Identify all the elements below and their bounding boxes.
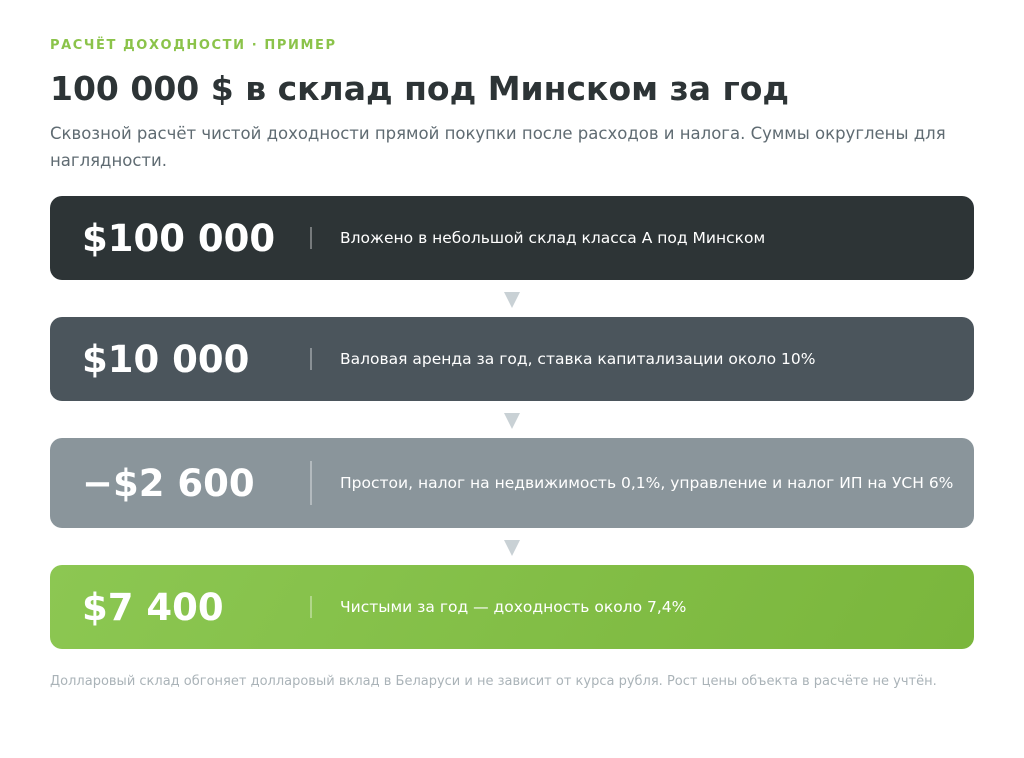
eyebrow: РАСЧЁТ ДОХОДНОСТИ · ПРИМЕР [50,38,337,53]
amount: $7 400 [82,585,224,629]
amount: $100 000 [82,216,276,260]
step-text: Вложено в небольшой склад класса А под М… [340,229,766,247]
step-card: $7 400 Чистыми за год — доходность около… [50,565,974,649]
separator [310,227,312,249]
step-card: $10 000 Валовая аренда за год, ставка ка… [50,317,974,401]
separator [310,348,312,370]
amount: −$2 600 [82,461,255,505]
step-text: Простои, налог на недвижимость 0,1%, упр… [340,474,954,492]
step-text: Чистыми за год — доходность около 7,4% [340,598,687,616]
arrow [504,413,520,429]
steps: $100 000 Вложено в небольшой склад класс… [50,196,974,649]
step-card: −$2 600 Простои, налог на недвижимость 0… [50,438,974,528]
title: 100 000 $ в склад под Минском за год [50,69,790,108]
footnote: Долларовый склад обгоняет долларовый вкл… [50,674,937,689]
arrow [504,292,520,308]
amount: $10 000 [82,337,250,381]
separator [310,461,312,505]
step-text: Валовая аренда за год, ставка капитализа… [340,350,816,368]
subtitle: Сквозной расчёт чистой доходности прямой… [50,124,946,170]
arrow [504,540,520,556]
step-card: $100 000 Вложено в небольшой склад класс… [50,196,974,280]
separator [310,596,312,618]
